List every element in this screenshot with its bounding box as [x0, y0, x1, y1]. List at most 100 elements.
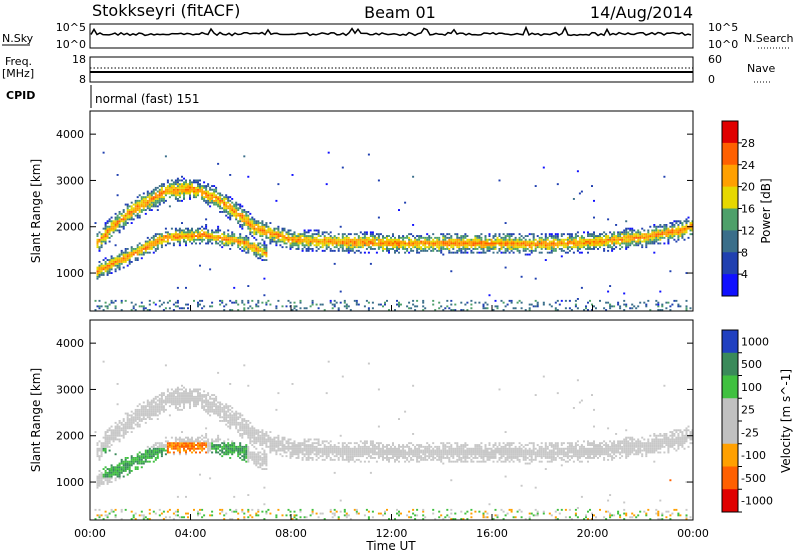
velocity-cell [124, 421, 127, 424]
power-cell [162, 301, 165, 304]
power-cell [657, 233, 660, 236]
power-cell [390, 242, 392, 245]
power-cell [605, 244, 608, 247]
power-cell [337, 238, 340, 241]
power-cell [134, 209, 137, 211]
power-cell [436, 244, 439, 247]
power-cell [287, 240, 290, 243]
velocity-cell [237, 447, 240, 450]
power-cell [263, 224, 266, 226]
power-cell [349, 240, 352, 243]
power-cell [104, 257, 107, 260]
power-cell [665, 235, 668, 237]
power-cell [578, 248, 581, 250]
power-cell [223, 209, 226, 211]
power-cell [191, 235, 193, 237]
velocity-cell [108, 429, 111, 432]
velocity-cell [128, 425, 131, 428]
velocity-cell [124, 412, 127, 415]
power-cell [647, 240, 650, 243]
power-cell [181, 307, 183, 310]
power-cell [126, 207, 129, 210]
power-cell [514, 246, 517, 249]
power-cell [209, 196, 212, 199]
power-cell [492, 236, 495, 239]
power-cell [187, 236, 189, 239]
power-cell [263, 246, 266, 249]
power-cell [379, 240, 382, 243]
velocity-cell [112, 431, 115, 433]
power-cell [301, 242, 304, 245]
velocity-cell [265, 457, 268, 459]
power-cell [448, 238, 451, 241]
velocity-cell [156, 395, 159, 398]
power-cell [558, 240, 561, 243]
power-cell [542, 303, 545, 306]
power-cell [183, 188, 185, 191]
power-cell [657, 229, 660, 232]
power-cell [639, 301, 642, 304]
velocity-cell [191, 440, 193, 443]
velocity-cell [197, 442, 199, 445]
power-cell [534, 238, 537, 241]
power-cell [404, 251, 407, 254]
power-cell [243, 216, 246, 219]
power-cell [219, 201, 222, 204]
power-cell [317, 238, 320, 241]
velocity-cell [160, 447, 163, 450]
power-cell [271, 229, 274, 232]
velocity-cell [227, 453, 230, 456]
velocity-cell [243, 453, 246, 456]
power-cell [253, 233, 256, 236]
power-cell [297, 238, 300, 241]
power-cell [245, 224, 248, 226]
power-cell [170, 235, 173, 237]
power-cell [466, 242, 469, 245]
power-cell [138, 253, 141, 256]
power-cell [158, 235, 161, 237]
power-cell [265, 224, 268, 226]
velocity-cell [152, 405, 155, 408]
power-cell [132, 218, 135, 221]
power-cell [144, 244, 147, 247]
velocity-cell [207, 401, 210, 404]
velocity-cell [164, 397, 167, 400]
velocity-cell [191, 444, 193, 446]
power-cell [357, 246, 360, 249]
power-cell [191, 231, 193, 234]
power-cell [191, 190, 193, 193]
velocity-cell [142, 460, 145, 463]
velocity-cell [241, 425, 244, 428]
power-cell [396, 246, 398, 249]
power-cell [645, 240, 648, 243]
power-cell [641, 227, 644, 230]
velocity-cell [203, 442, 206, 445]
power-cell [199, 303, 201, 306]
power-cell [677, 227, 680, 230]
power-cell [452, 238, 455, 241]
power-cell [134, 259, 137, 261]
power-cell [462, 309, 465, 311]
velocity-cell [205, 405, 208, 408]
power-cell [484, 301, 487, 304]
power-cell [436, 249, 439, 252]
velocity-cell [251, 436, 254, 439]
power-cell [227, 238, 230, 241]
power-cell [267, 227, 270, 230]
velocity-cell [158, 410, 161, 413]
power-cell [665, 307, 668, 310]
power-cell [253, 220, 256, 223]
power-cell [556, 240, 559, 243]
velocity-cell [279, 453, 282, 456]
power-cell [307, 235, 310, 237]
velocity-cell [269, 447, 272, 450]
power-cell [689, 307, 692, 310]
power-cell [283, 235, 286, 237]
power-cell [305, 242, 308, 245]
velocity-cell [181, 444, 183, 446]
power-cell [265, 253, 268, 256]
power-cell [176, 198, 179, 200]
power-cell [100, 242, 103, 245]
velocity-cell [285, 455, 288, 458]
power-cell [233, 203, 236, 206]
